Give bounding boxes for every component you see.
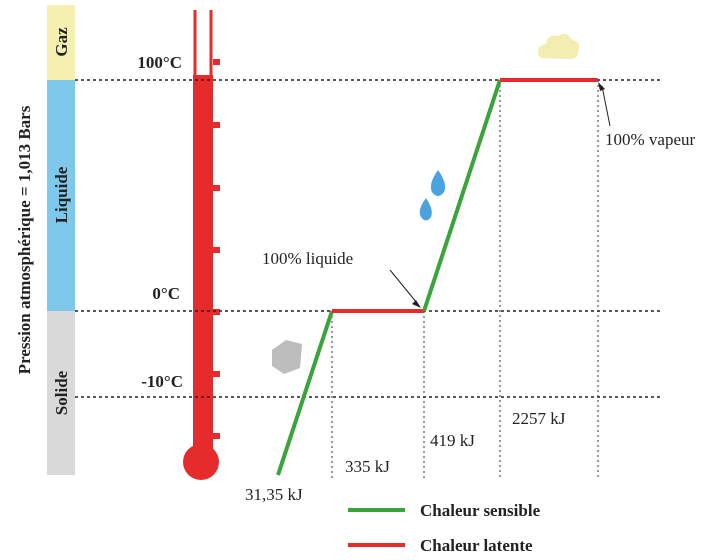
temp-label: 0°C xyxy=(152,284,180,303)
phase-label: Solide xyxy=(52,370,71,415)
energy-label: 2257 kJ xyxy=(512,409,566,428)
axis-title: Pression atmosphérique = 1,013 Bars xyxy=(15,105,34,374)
legend-label: Chaleur latente xyxy=(420,536,533,555)
drop-icon xyxy=(431,170,445,196)
energy-label: 31,35 kJ xyxy=(245,485,303,504)
annotation-arrow xyxy=(602,86,610,126)
drop-icon xyxy=(420,198,432,221)
temp-label: -10°C xyxy=(141,372,183,391)
legend-label: Chaleur sensible xyxy=(420,501,541,520)
cloud-icon xyxy=(538,34,579,59)
annotation: 100% liquide xyxy=(262,249,353,268)
annotation: 100% vapeur xyxy=(605,130,696,149)
diagram: Pression atmosphérique = 1,013 Bars Gaz … xyxy=(0,0,728,560)
arrow-head xyxy=(412,300,421,308)
arrow-head xyxy=(598,82,605,91)
phase-label: Gaz xyxy=(52,27,71,57)
annotation-arrow xyxy=(390,270,417,303)
energy-label: 419 kJ xyxy=(430,431,475,450)
ice-icon xyxy=(272,340,302,374)
temp-label: 100°C xyxy=(137,53,182,72)
phase-label: Liquide xyxy=(52,166,71,223)
energy-label: 335 kJ xyxy=(345,457,390,476)
